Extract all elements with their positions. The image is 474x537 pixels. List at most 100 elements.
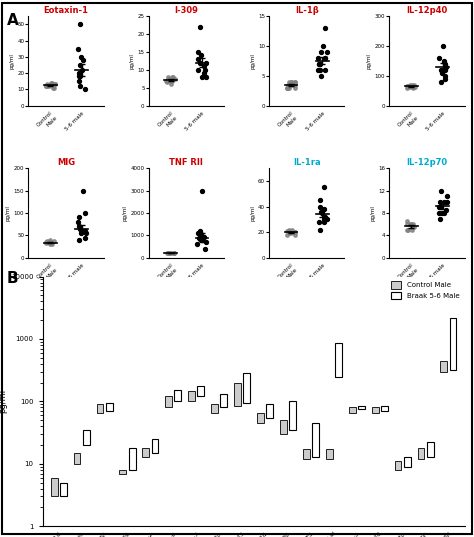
Point — [404, 220, 411, 229]
Point — [436, 203, 443, 212]
Point — [287, 229, 295, 238]
Point — [199, 186, 206, 195]
Point — [285, 227, 293, 235]
Point — [441, 75, 448, 83]
Point — [409, 220, 417, 229]
Bar — [289, 402, 296, 430]
Point — [285, 226, 292, 234]
Y-axis label: pg/ml: pg/ml — [250, 53, 255, 69]
Point — [283, 230, 291, 239]
Point — [316, 60, 323, 68]
Point — [81, 209, 88, 217]
Point — [443, 198, 450, 206]
Point — [170, 249, 177, 257]
Point — [284, 81, 292, 89]
Point — [47, 80, 55, 89]
Point — [410, 83, 417, 92]
Point — [403, 81, 411, 90]
Point — [166, 249, 174, 257]
Point — [285, 228, 293, 236]
Point — [163, 76, 170, 85]
Bar — [188, 391, 195, 402]
Bar — [106, 403, 113, 411]
Point — [317, 48, 325, 56]
Point — [46, 236, 54, 244]
Point — [319, 209, 326, 217]
Point — [404, 82, 411, 91]
Point — [42, 82, 50, 90]
Title: TNF RII: TNF RII — [169, 158, 203, 168]
Bar — [119, 470, 127, 474]
Point — [320, 217, 328, 226]
Point — [441, 60, 449, 68]
Point — [197, 227, 204, 235]
Point — [403, 217, 411, 226]
Bar — [197, 386, 204, 396]
Point — [292, 77, 299, 86]
Point — [437, 77, 445, 86]
Point — [320, 215, 328, 224]
Point — [76, 20, 83, 28]
Point — [75, 236, 83, 244]
Bar — [128, 448, 136, 470]
Point — [406, 220, 413, 229]
Y-axis label: pg/ml: pg/ml — [130, 53, 135, 69]
Point — [410, 81, 418, 89]
Point — [196, 23, 203, 31]
Point — [320, 183, 328, 192]
Point — [317, 207, 325, 216]
Point — [285, 229, 292, 238]
Point — [165, 249, 173, 257]
Point — [202, 72, 210, 81]
Point — [79, 186, 87, 195]
Point — [200, 69, 207, 78]
Point — [284, 83, 292, 92]
Point — [196, 233, 203, 242]
Legend: Control Male, Braak 5-6 Male: Control Male, Braak 5-6 Male — [390, 280, 461, 301]
Title: IL-12p40: IL-12p40 — [406, 6, 447, 16]
Point — [74, 217, 82, 226]
Y-axis label: pg/ml: pg/ml — [367, 53, 372, 69]
Point — [404, 226, 412, 234]
Y-axis label: pg/ml: pg/ml — [123, 205, 128, 221]
Point — [315, 217, 323, 226]
Point — [443, 192, 450, 200]
Point — [316, 196, 324, 205]
Point — [164, 249, 172, 257]
Bar — [358, 406, 365, 409]
Bar — [404, 457, 410, 467]
Bar — [326, 449, 333, 459]
Point — [77, 72, 84, 81]
Point — [51, 80, 59, 89]
Point — [74, 45, 82, 53]
Point — [76, 224, 83, 233]
Point — [285, 83, 293, 92]
Point — [193, 240, 201, 249]
Text: B: B — [7, 271, 19, 286]
Point — [409, 81, 416, 89]
Point — [442, 62, 450, 71]
Bar — [165, 396, 172, 408]
Point — [288, 226, 296, 234]
Point — [408, 226, 415, 234]
Point — [48, 240, 55, 249]
Bar — [372, 408, 379, 413]
Bar — [142, 448, 149, 457]
Point — [46, 238, 54, 247]
Point — [196, 59, 204, 67]
Point — [441, 66, 449, 74]
Point — [316, 202, 324, 211]
Point — [75, 69, 82, 77]
Point — [194, 48, 202, 56]
Bar — [394, 461, 401, 470]
Point — [321, 213, 328, 221]
Point — [47, 238, 55, 246]
Point — [291, 77, 299, 86]
Point — [195, 55, 202, 63]
Point — [410, 82, 417, 91]
Point — [51, 80, 58, 89]
Point — [201, 244, 209, 253]
Point — [168, 72, 175, 81]
Point — [45, 237, 53, 246]
Point — [164, 249, 172, 258]
